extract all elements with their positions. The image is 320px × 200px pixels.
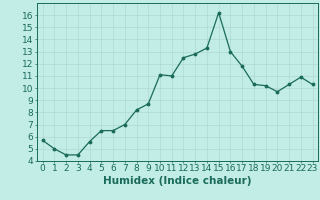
X-axis label: Humidex (Indice chaleur): Humidex (Indice chaleur) <box>103 176 252 186</box>
